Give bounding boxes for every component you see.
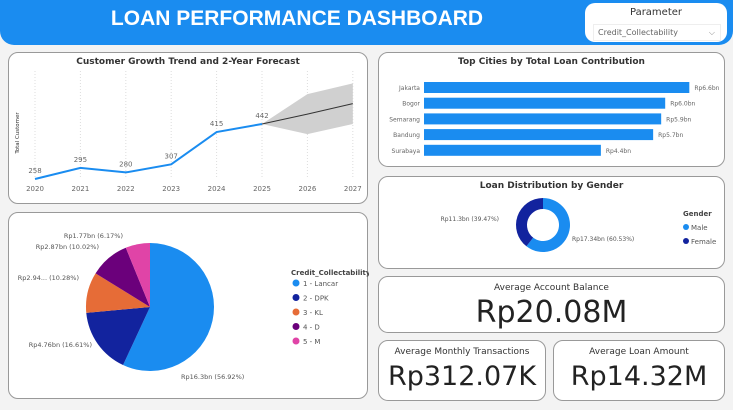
category-label: Jakarta (398, 85, 420, 92)
line-chart: Total Customer 2020 2021 2022 2023 2024 2025 20… (15, 71, 362, 193)
legend-marker (292, 323, 300, 330)
bar-chart-title: Top Cities by Total Loan Contribution (458, 57, 645, 67)
x-tick-label: 2026 (298, 185, 316, 193)
parameter-slicer: Parameter Credit_Collectability ⌵ (585, 3, 727, 42)
data-label: Rp2.87bn (10.02%) (36, 243, 99, 251)
pie-slice (125, 243, 150, 307)
legend-item: 2 - DPK (303, 295, 329, 303)
legend-marker (292, 294, 300, 301)
donut-chart: Rp17.34bn (60.53%) Rp11.3bn (39.47%) Gende… (441, 198, 716, 252)
data-label: Rp5.7bn (658, 132, 683, 139)
legend-item: 1 - Lancar (303, 280, 338, 288)
pie-slice (123, 243, 214, 371)
legend-marker (683, 224, 689, 230)
legend-item: 5 - M (303, 338, 320, 346)
bar (424, 82, 690, 93)
data-label: 442 (255, 112, 268, 120)
x-tick-label: 2020 (26, 185, 44, 193)
category-label: Surabaya (392, 148, 421, 155)
legend-title: Credit_Collectability (291, 269, 369, 277)
forecast-line (261, 103, 353, 125)
kpi-avg-loan: Average Loan Amount Rp14.32M (553, 340, 725, 401)
bar-chart-card: Top Cities by Total Loan Contribution Ja… (378, 52, 725, 167)
forecast-band (262, 83, 353, 135)
pie-slice (86, 273, 150, 313)
pie-chart: Rp16.3bn (56.92%) Rp4.76bn (16.61%) Rp2.94… (18, 232, 369, 381)
x-tick-label: 2027 (344, 185, 362, 193)
data-label: Rp11.3bn (39.47%) (441, 216, 499, 223)
page-title: LOAN PERFORMANCE DASHBOARD (110, 7, 484, 30)
kpi-value: Rp14.32M (570, 361, 708, 392)
parameter-value: Credit_Collectability (598, 28, 678, 37)
pie-slice (95, 247, 150, 307)
category-label: Semarang (389, 116, 420, 123)
donut-slice (526, 198, 570, 252)
series-line (34, 122, 263, 180)
legend-marker (683, 238, 689, 244)
data-label: Rp6.6bn (694, 85, 719, 92)
bar (424, 129, 654, 141)
data-label: Rp4.4bn (606, 148, 631, 155)
kpi-value: Rp20.08M (475, 295, 628, 330)
category-label: Bogor (402, 101, 420, 108)
legend-item: Male (691, 224, 708, 232)
data-label: 307 (165, 152, 178, 160)
x-tick-label: 2022 (117, 185, 135, 193)
legend-item: 4 - D (303, 324, 320, 332)
chevron-down-icon: ⌵ (708, 28, 715, 37)
line-chart-title: Customer Growth Trend and 2-Year Forecas… (76, 57, 300, 67)
data-label: Rp4.76bn (16.61%) (29, 341, 92, 349)
legend-marker (292, 308, 300, 316)
bar-chart: Jakarta Rp6.6bn Bogor Rp6.0bn Semarang Rp5.9b… (389, 82, 720, 156)
parameter-dropdown[interactable]: Credit_Collectability ⌵ (593, 24, 721, 41)
donut-chart-title: Loan Distribution by Gender (479, 181, 624, 191)
data-label: Rp6.0bn (670, 101, 695, 108)
bar (424, 113, 662, 125)
legend-marker (292, 279, 300, 287)
x-tick-label: 2025 (253, 185, 271, 193)
data-label: 258 (28, 167, 41, 175)
bar (424, 144, 601, 156)
legend-title: Gender (683, 210, 712, 218)
data-label: 415 (210, 120, 223, 128)
parameter-label: Parameter (629, 7, 683, 18)
legend-marker (292, 337, 300, 345)
data-label: Rp1.77bn (6.17%) (64, 232, 123, 240)
data-label: Rp17.34bn (60.53%) (572, 236, 634, 243)
x-tick-label: 2023 (162, 185, 180, 193)
data-label: 295 (74, 156, 87, 164)
category-label: Bandung (393, 132, 420, 139)
pie-chart-card: Rp16.3bn (56.92%) Rp4.76bn (16.61%) Rp2.94… (8, 212, 369, 399)
donut-slice (516, 198, 543, 247)
line-chart-card: Customer Growth Trend and 2-Year Forecas… (8, 52, 368, 204)
kpi-label: Average Account Balance (494, 283, 609, 293)
donut-chart-card: Loan Distribution by Gender Rp17.34bn (6… (378, 176, 725, 269)
kpi-label: Average Monthly Transactions (394, 347, 530, 357)
x-tick-label: 2024 (208, 185, 226, 193)
kpi-value: Rp312.07K (387, 361, 537, 392)
legend-item: Female (691, 238, 716, 246)
y-axis-label: Total Customer (15, 112, 21, 155)
data-label: 280 (119, 160, 132, 168)
data-label: Rp2.94... (10.28%) (18, 274, 79, 282)
kpi-avg-transactions: Average Monthly Transactions Rp312.07K (378, 340, 546, 401)
x-tick-label: 2021 (71, 185, 89, 193)
pie-slice (86, 307, 150, 366)
kpi-avg-balance: Average Account Balance Rp20.08M (378, 276, 725, 333)
kpi-label: Average Loan Amount (589, 347, 689, 357)
legend-item: 3 - KL (303, 309, 323, 317)
data-label: Rp5.9bn (666, 116, 691, 123)
data-label: Rp16.3bn (56.92%) (181, 373, 244, 381)
bar (424, 97, 666, 109)
